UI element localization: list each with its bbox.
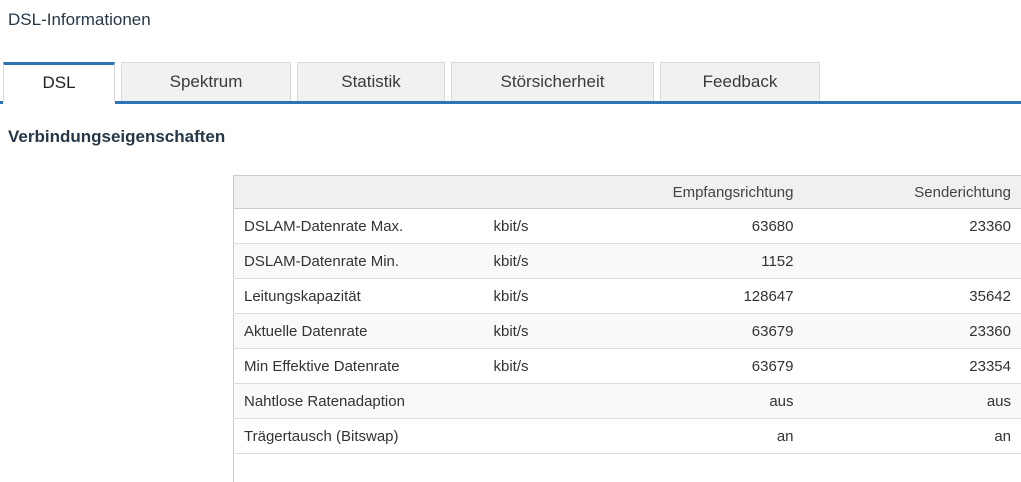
row-label: DSLAM-Datenrate Max. [233, 208, 484, 244]
header-unit-col [483, 175, 624, 209]
table-row: Trägertausch (Bitswap) an an [233, 418, 1021, 454]
row-label: DSLAM-Datenrate Min. [233, 243, 484, 279]
row-label: Min Effektive Datenrate [233, 348, 484, 384]
row-unit: kbit/s [483, 243, 624, 279]
row-value-tx: 23360 [793, 208, 1021, 244]
row-unit [483, 383, 624, 419]
table-header-row: Empfangsrichtung Senderichtung [233, 175, 1021, 209]
tab-bar: DSL Spektrum Statistik Störsicherheit Fe… [0, 62, 1021, 104]
table-empty-row [233, 453, 1021, 482]
row-value-tx: 35642 [793, 278, 1021, 314]
connection-properties-table: Empfangsrichtung Senderichtung DSLAM-Dat… [233, 175, 1021, 482]
row-value-tx: aus [793, 383, 1021, 419]
row-label: Leitungskapazität [233, 278, 484, 314]
row-value-tx: 23354 [793, 348, 1021, 384]
row-value-tx: an [793, 418, 1021, 454]
row-value-rx: 63679 [623, 313, 794, 349]
tab-spektrum[interactable]: Spektrum [121, 62, 291, 101]
table-row: Aktuelle Datenrate kbit/s 63679 23360 [233, 313, 1021, 349]
empty-cell [233, 453, 1021, 482]
row-unit: kbit/s [483, 348, 624, 384]
table-row: Nahtlose Ratenadaption aus aus [233, 383, 1021, 419]
row-value-rx: 128647 [623, 278, 794, 314]
row-label: Nahtlose Ratenadaption [233, 383, 484, 419]
table-row: Min Effektive Datenrate kbit/s 63679 23354 [233, 348, 1021, 384]
row-value-rx: an [623, 418, 794, 454]
table-row: DSLAM-Datenrate Min. kbit/s 1152 [233, 243, 1021, 279]
table-row: DSLAM-Datenrate Max. kbit/s 63680 23360 [233, 208, 1021, 244]
header-label-col [233, 175, 484, 209]
tab-feedback[interactable]: Feedback [660, 62, 820, 101]
header-senderichtung: Senderichtung [793, 175, 1021, 209]
row-value-tx [793, 243, 1021, 279]
header-empfangsrichtung: Empfangsrichtung [623, 175, 794, 209]
dsl-table: Empfangsrichtung Senderichtung DSLAM-Dat… [233, 175, 1021, 482]
row-value-rx: aus [623, 383, 794, 419]
row-unit: kbit/s [483, 278, 624, 314]
row-value-tx: 23360 [793, 313, 1021, 349]
row-label: Trägertausch (Bitswap) [233, 418, 484, 454]
row-value-rx: 63680 [623, 208, 794, 244]
row-label: Aktuelle Datenrate [233, 313, 484, 349]
row-unit: kbit/s [483, 313, 624, 349]
tab-stoersicherheit[interactable]: Störsicherheit [451, 62, 654, 101]
page-title: DSL-Informationen [8, 10, 151, 29]
row-unit: kbit/s [483, 208, 624, 244]
row-value-rx: 1152 [623, 243, 794, 279]
row-value-rx: 63679 [623, 348, 794, 384]
tab-statistik[interactable]: Statistik [297, 62, 445, 101]
table-row: Leitungskapazität kbit/s 128647 35642 [233, 278, 1021, 314]
section-heading: Verbindungseigenschaften [8, 127, 226, 146]
dsl-table-body: DSLAM-Datenrate Max. kbit/s 63680 23360 DSLA… [233, 208, 1021, 454]
row-unit [483, 418, 624, 454]
tab-dsl[interactable]: DSL [3, 62, 115, 104]
